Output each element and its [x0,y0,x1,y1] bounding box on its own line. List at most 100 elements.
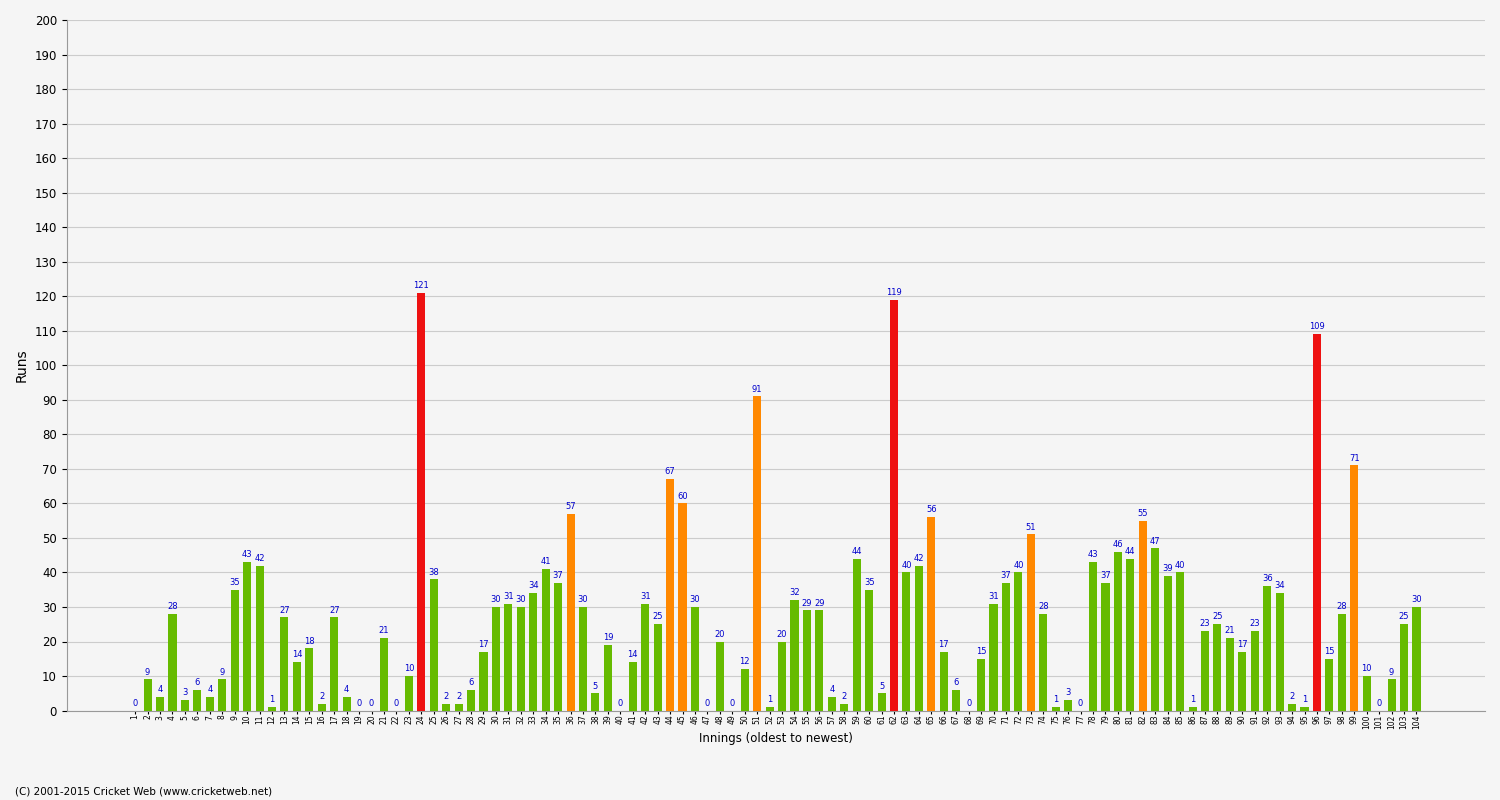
Bar [716,642,724,710]
Bar [1239,652,1246,710]
Bar [915,566,922,710]
Text: 4: 4 [207,685,213,694]
Bar [1288,704,1296,710]
Bar [1138,521,1148,710]
Text: 28: 28 [1336,602,1347,611]
Text: 28: 28 [1038,602,1048,611]
Bar [194,690,201,710]
Text: 15: 15 [1324,647,1335,656]
Text: 42: 42 [914,554,924,562]
Bar [1040,614,1047,710]
Text: 44: 44 [1125,547,1136,556]
Bar [1251,631,1258,710]
Text: 12: 12 [740,658,750,666]
Text: 109: 109 [1310,322,1324,331]
Text: 3: 3 [182,689,188,698]
Text: 2: 2 [1290,692,1294,701]
Bar [567,514,574,710]
Text: 10: 10 [404,664,414,674]
Bar [144,679,152,710]
Text: 10: 10 [1362,664,1372,674]
Bar [1150,548,1160,710]
Bar [1101,583,1110,710]
Text: 29: 29 [801,598,812,608]
Text: 35: 35 [230,578,240,587]
Bar [741,669,748,710]
Bar [1300,707,1308,710]
Bar [417,293,426,710]
Bar [640,603,650,710]
Text: 9: 9 [146,668,150,677]
Text: 23: 23 [1250,619,1260,628]
Bar [1214,624,1221,710]
Bar [318,704,326,710]
Bar [604,645,612,710]
Text: 35: 35 [864,578,874,587]
Bar [852,558,861,710]
Bar [530,593,537,710]
Bar [890,300,898,710]
Text: 119: 119 [886,288,902,297]
Text: 5: 5 [592,682,598,690]
Text: 41: 41 [540,558,550,566]
Bar [492,607,500,710]
Bar [1064,700,1072,710]
Text: 30: 30 [578,595,588,604]
Text: 51: 51 [1026,522,1036,532]
Text: 21: 21 [378,626,388,635]
Bar [1362,676,1371,710]
Text: 55: 55 [1137,509,1148,518]
Bar [380,638,388,710]
Text: 37: 37 [1000,571,1011,580]
Text: 43: 43 [242,550,252,559]
Text: 121: 121 [414,281,429,290]
Text: 40: 40 [1013,561,1023,570]
Text: 30: 30 [516,595,526,604]
Bar [554,583,562,710]
Y-axis label: Runs: Runs [15,349,28,382]
Text: 21: 21 [1224,626,1234,635]
Text: 32: 32 [789,588,800,598]
Text: 0: 0 [705,698,710,708]
Text: 4: 4 [344,685,350,694]
Bar [816,610,824,710]
Bar [518,607,525,710]
Bar [231,590,238,710]
Bar [865,590,873,710]
Text: 1: 1 [1053,695,1059,704]
Text: 1: 1 [766,695,772,704]
Text: 44: 44 [852,547,862,556]
Bar [952,690,960,710]
Bar [878,694,885,710]
Bar [1312,334,1322,710]
Text: 0: 0 [729,698,735,708]
Bar [579,607,586,710]
Text: 29: 29 [815,598,825,608]
Text: 25: 25 [1400,613,1410,622]
Text: 0: 0 [394,698,399,708]
Bar [342,697,351,710]
Bar [1226,638,1234,710]
Bar [828,697,836,710]
Bar [765,707,774,710]
Text: 31: 31 [640,592,651,601]
Bar [778,642,786,710]
Text: 6: 6 [954,678,958,687]
Bar [217,679,226,710]
Bar [1164,576,1172,710]
Bar [206,697,214,710]
Text: 56: 56 [926,506,936,514]
Bar [442,704,450,710]
Text: 60: 60 [676,492,688,501]
Text: 9: 9 [1389,668,1394,677]
Text: 4: 4 [158,685,162,694]
Text: 17: 17 [478,640,489,649]
Bar [1028,534,1035,710]
Bar [292,662,302,710]
Bar [666,479,674,710]
Bar [1275,593,1284,710]
Bar [790,600,798,710]
Bar [1413,607,1420,710]
Bar [976,658,986,710]
Bar [927,517,936,710]
